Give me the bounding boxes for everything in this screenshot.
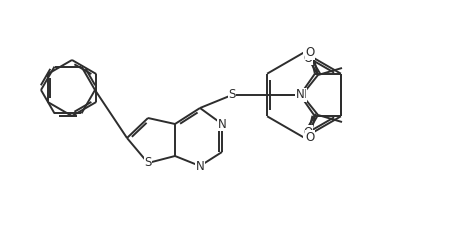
- Text: O: O: [303, 52, 312, 65]
- Text: N: N: [297, 88, 306, 101]
- Text: O: O: [305, 131, 314, 144]
- Text: O: O: [305, 46, 314, 59]
- Text: S: S: [144, 157, 151, 169]
- Text: O: O: [303, 126, 312, 139]
- Text: N: N: [295, 88, 304, 101]
- Text: N: N: [195, 160, 204, 173]
- Text: N: N: [217, 117, 226, 130]
- Text: S: S: [228, 88, 235, 101]
